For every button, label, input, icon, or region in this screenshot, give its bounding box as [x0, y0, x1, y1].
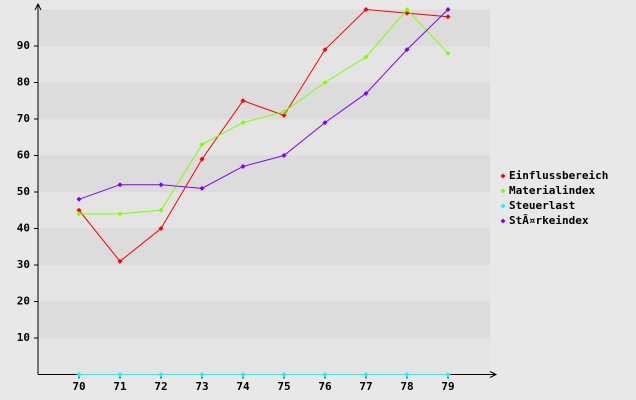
data-point — [117, 182, 123, 188]
data-point — [158, 182, 164, 188]
grid-band — [38, 192, 490, 229]
grid-band — [38, 46, 490, 83]
data-point — [240, 163, 246, 169]
y-tick-label: 40 — [17, 222, 30, 235]
series-line — [78, 9, 449, 200]
data-point — [363, 7, 369, 12]
x-tick-label: 73 — [195, 380, 208, 393]
data-point — [322, 80, 328, 85]
data-point — [117, 211, 123, 217]
x-tick-label: 74 — [236, 380, 250, 393]
data-point — [281, 109, 287, 115]
grid-band — [38, 301, 490, 338]
data-point — [158, 372, 164, 377]
grid-band — [38, 82, 490, 119]
grid-band — [38, 119, 490, 156]
data-point — [240, 120, 246, 126]
data-point — [76, 372, 82, 377]
y-tick-label: 60 — [17, 149, 30, 162]
grid-band — [38, 155, 490, 192]
x-tick-label: 77 — [359, 380, 372, 393]
data-point — [199, 156, 205, 162]
series-line — [78, 8, 449, 263]
legend-marker — [500, 218, 506, 224]
legend-label: Einflussbereich — [509, 169, 608, 182]
data-point — [322, 120, 328, 126]
legend-label: StÃ¤rkeindex — [509, 214, 589, 227]
x-tick-label: 76 — [318, 380, 332, 393]
data-point — [404, 7, 410, 12]
data-point — [281, 153, 287, 158]
data-point — [117, 372, 123, 377]
grid-band — [38, 265, 490, 302]
y-tick-label: 90 — [17, 39, 30, 52]
y-tick-label: 20 — [17, 295, 30, 308]
data-point — [117, 258, 123, 264]
data-point — [404, 47, 410, 53]
y-tick-label: 70 — [17, 112, 30, 125]
series-line — [79, 8, 449, 215]
data-point — [404, 372, 410, 377]
y-axis-arrow — [34, 2, 42, 11]
data-point — [363, 54, 369, 60]
data-point — [158, 226, 164, 231]
data-point — [445, 14, 451, 20]
grid-band — [38, 338, 490, 375]
data-point — [445, 372, 451, 377]
data-point — [363, 90, 369, 96]
data-point — [199, 142, 205, 148]
data-point — [240, 372, 246, 377]
legend-label: Materialindex — [509, 184, 595, 197]
data-point — [76, 207, 82, 213]
data-point — [199, 372, 205, 377]
grid-band — [38, 9, 490, 46]
data-point — [76, 196, 82, 202]
data-point — [158, 207, 164, 213]
legend-marker — [500, 188, 506, 194]
legend-marker — [500, 203, 506, 209]
y-tick-label: 30 — [17, 258, 30, 271]
data-point — [445, 7, 451, 12]
x-tick-label: 75 — [277, 380, 290, 393]
data-point — [322, 372, 328, 377]
legend-label: Steuerlast — [509, 199, 575, 212]
data-point — [363, 372, 369, 377]
x-tick-label: 70 — [72, 380, 85, 393]
data-point — [199, 185, 205, 191]
data-point — [76, 211, 82, 217]
y-tick-label: 10 — [17, 331, 30, 344]
x-tick-label: 78 — [400, 380, 413, 393]
data-point — [240, 98, 246, 104]
x-tick-label: 79 — [441, 380, 454, 393]
legend-marker — [500, 173, 506, 179]
y-tick-label: 80 — [17, 76, 30, 89]
grid-band — [38, 228, 490, 265]
data-point — [404, 10, 410, 16]
data-point — [322, 47, 328, 53]
x-axis-arrow — [489, 371, 498, 378]
x-tick-label: 72 — [154, 380, 167, 393]
y-tick-label: 50 — [17, 185, 30, 198]
data-point — [445, 50, 451, 56]
data-point — [281, 112, 287, 118]
data-point — [281, 372, 287, 377]
x-tick-label: 71 — [113, 380, 127, 393]
